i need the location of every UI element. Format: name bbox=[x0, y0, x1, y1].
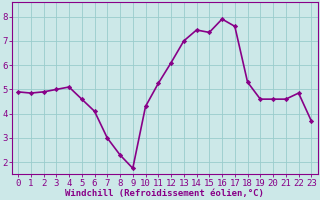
X-axis label: Windchill (Refroidissement éolien,°C): Windchill (Refroidissement éolien,°C) bbox=[65, 189, 264, 198]
